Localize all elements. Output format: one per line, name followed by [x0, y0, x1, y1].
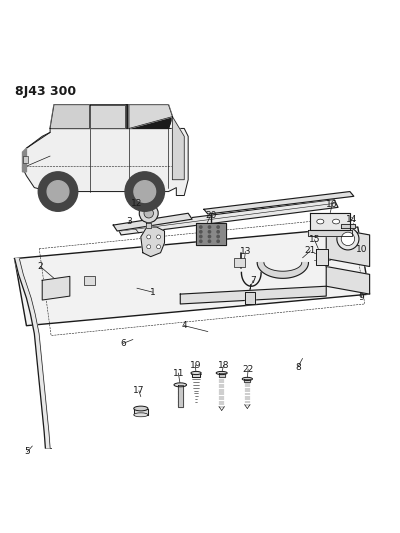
Polygon shape — [141, 227, 164, 256]
Polygon shape — [178, 385, 183, 407]
Text: 11: 11 — [172, 368, 184, 377]
Text: 9: 9 — [359, 293, 364, 302]
Text: 3: 3 — [126, 216, 132, 225]
Bar — [23, 156, 28, 163]
Ellipse shape — [242, 377, 252, 381]
Text: 22: 22 — [242, 365, 254, 374]
Polygon shape — [172, 117, 184, 180]
Circle shape — [208, 231, 211, 233]
Circle shape — [139, 204, 158, 223]
Polygon shape — [326, 227, 370, 266]
Text: 5: 5 — [24, 447, 30, 456]
Ellipse shape — [332, 219, 340, 224]
Circle shape — [157, 245, 160, 249]
Polygon shape — [15, 227, 370, 326]
Circle shape — [125, 172, 164, 211]
Bar — [234, 258, 245, 267]
Text: 1: 1 — [150, 288, 156, 297]
Circle shape — [208, 236, 211, 238]
Polygon shape — [316, 249, 328, 264]
Ellipse shape — [317, 219, 324, 224]
Circle shape — [217, 240, 219, 243]
Circle shape — [134, 181, 156, 203]
Text: 18: 18 — [218, 361, 230, 369]
Ellipse shape — [174, 383, 186, 387]
Polygon shape — [146, 223, 151, 228]
Polygon shape — [134, 408, 148, 415]
Text: 17: 17 — [133, 386, 145, 395]
Ellipse shape — [216, 372, 227, 375]
Circle shape — [200, 236, 202, 238]
Polygon shape — [50, 105, 172, 128]
Ellipse shape — [134, 413, 148, 417]
Polygon shape — [244, 379, 250, 382]
Circle shape — [38, 172, 78, 211]
Bar — [84, 276, 96, 285]
Circle shape — [200, 240, 202, 243]
Polygon shape — [15, 259, 50, 448]
Polygon shape — [341, 224, 355, 228]
Text: 19: 19 — [190, 361, 201, 369]
Polygon shape — [22, 148, 26, 172]
Polygon shape — [180, 286, 326, 304]
Circle shape — [157, 235, 160, 239]
Polygon shape — [117, 199, 338, 235]
Polygon shape — [308, 230, 352, 236]
Circle shape — [217, 236, 219, 238]
Text: 8: 8 — [295, 362, 301, 372]
Polygon shape — [50, 105, 90, 128]
Text: 15: 15 — [309, 235, 320, 244]
Text: 8J43 300: 8J43 300 — [15, 85, 76, 98]
Text: 20: 20 — [205, 211, 216, 220]
Polygon shape — [257, 263, 308, 278]
Circle shape — [337, 228, 359, 250]
Polygon shape — [192, 373, 200, 377]
Polygon shape — [22, 128, 188, 196]
Text: 2: 2 — [38, 262, 43, 271]
Text: 16: 16 — [326, 200, 338, 209]
Circle shape — [208, 226, 211, 228]
Text: 21: 21 — [305, 246, 316, 255]
Text: 4: 4 — [182, 321, 187, 330]
Circle shape — [217, 226, 219, 228]
Polygon shape — [113, 213, 192, 231]
Circle shape — [200, 226, 202, 228]
Text: 6: 6 — [120, 339, 126, 348]
Ellipse shape — [191, 372, 201, 375]
Polygon shape — [245, 292, 255, 304]
Polygon shape — [90, 105, 125, 128]
Text: 14: 14 — [346, 215, 358, 224]
Polygon shape — [196, 223, 226, 245]
Circle shape — [147, 235, 151, 239]
Polygon shape — [218, 373, 225, 377]
Polygon shape — [310, 213, 350, 230]
Circle shape — [47, 181, 69, 203]
Circle shape — [200, 231, 202, 233]
Text: 10: 10 — [356, 245, 368, 254]
Polygon shape — [204, 191, 354, 214]
Circle shape — [208, 240, 211, 243]
Polygon shape — [326, 266, 370, 294]
Text: 12: 12 — [131, 199, 142, 208]
Circle shape — [341, 232, 355, 246]
Polygon shape — [129, 105, 172, 128]
Text: 13: 13 — [240, 247, 251, 256]
Polygon shape — [42, 277, 70, 300]
Ellipse shape — [134, 406, 148, 411]
Circle shape — [217, 231, 219, 233]
Text: 7: 7 — [250, 276, 256, 285]
Circle shape — [147, 245, 151, 249]
Circle shape — [144, 208, 154, 218]
